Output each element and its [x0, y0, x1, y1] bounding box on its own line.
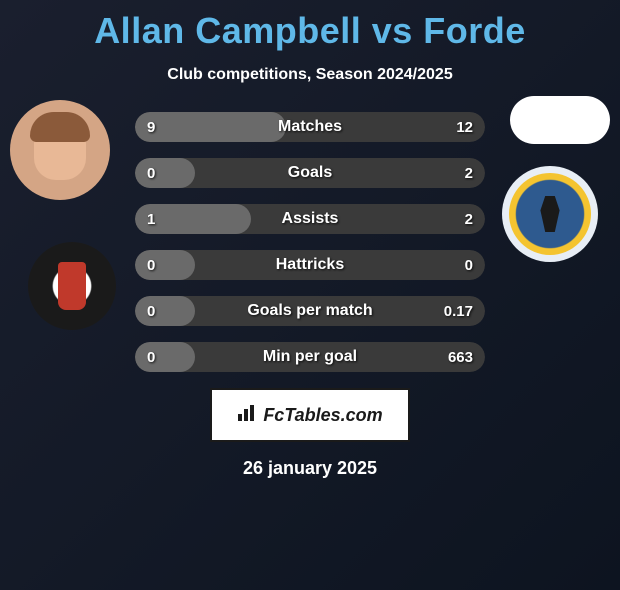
player-left-avatar: [10, 100, 110, 200]
club-right-logo: [502, 166, 598, 262]
page-subtitle: Club competitions, Season 2024/2025: [0, 66, 620, 84]
footer-brand: FcTables.com: [210, 388, 410, 442]
stat-label: Goals per match: [135, 296, 485, 326]
stat-label: Goals: [135, 158, 485, 188]
stat-bars: 912Matches 02Goals 12Assists 00Hattricks 00.…: [135, 112, 485, 372]
page-title: Allan Campbell vs Forde: [0, 10, 620, 52]
stat-row: 12Assists: [135, 204, 485, 234]
page-date: 26 january 2025: [0, 458, 620, 479]
stat-row: 00Hattricks: [135, 250, 485, 280]
stat-row: 02Goals: [135, 158, 485, 188]
stat-row: 00.17Goals per match: [135, 296, 485, 326]
footer-brand-text: FcTables.com: [263, 405, 382, 426]
stat-label: Min per goal: [135, 342, 485, 372]
stat-label: Hattricks: [135, 250, 485, 280]
player-right-avatar: [510, 96, 610, 144]
chart-icon: [237, 404, 257, 427]
stat-row: 912Matches: [135, 112, 485, 142]
stat-label: Assists: [135, 204, 485, 234]
club-left-logo: [28, 242, 116, 330]
comparison-content: 912Matches 02Goals 12Assists 00Hattricks 00.…: [0, 112, 620, 372]
stat-row: 0663Min per goal: [135, 342, 485, 372]
stat-label: Matches: [135, 112, 485, 142]
